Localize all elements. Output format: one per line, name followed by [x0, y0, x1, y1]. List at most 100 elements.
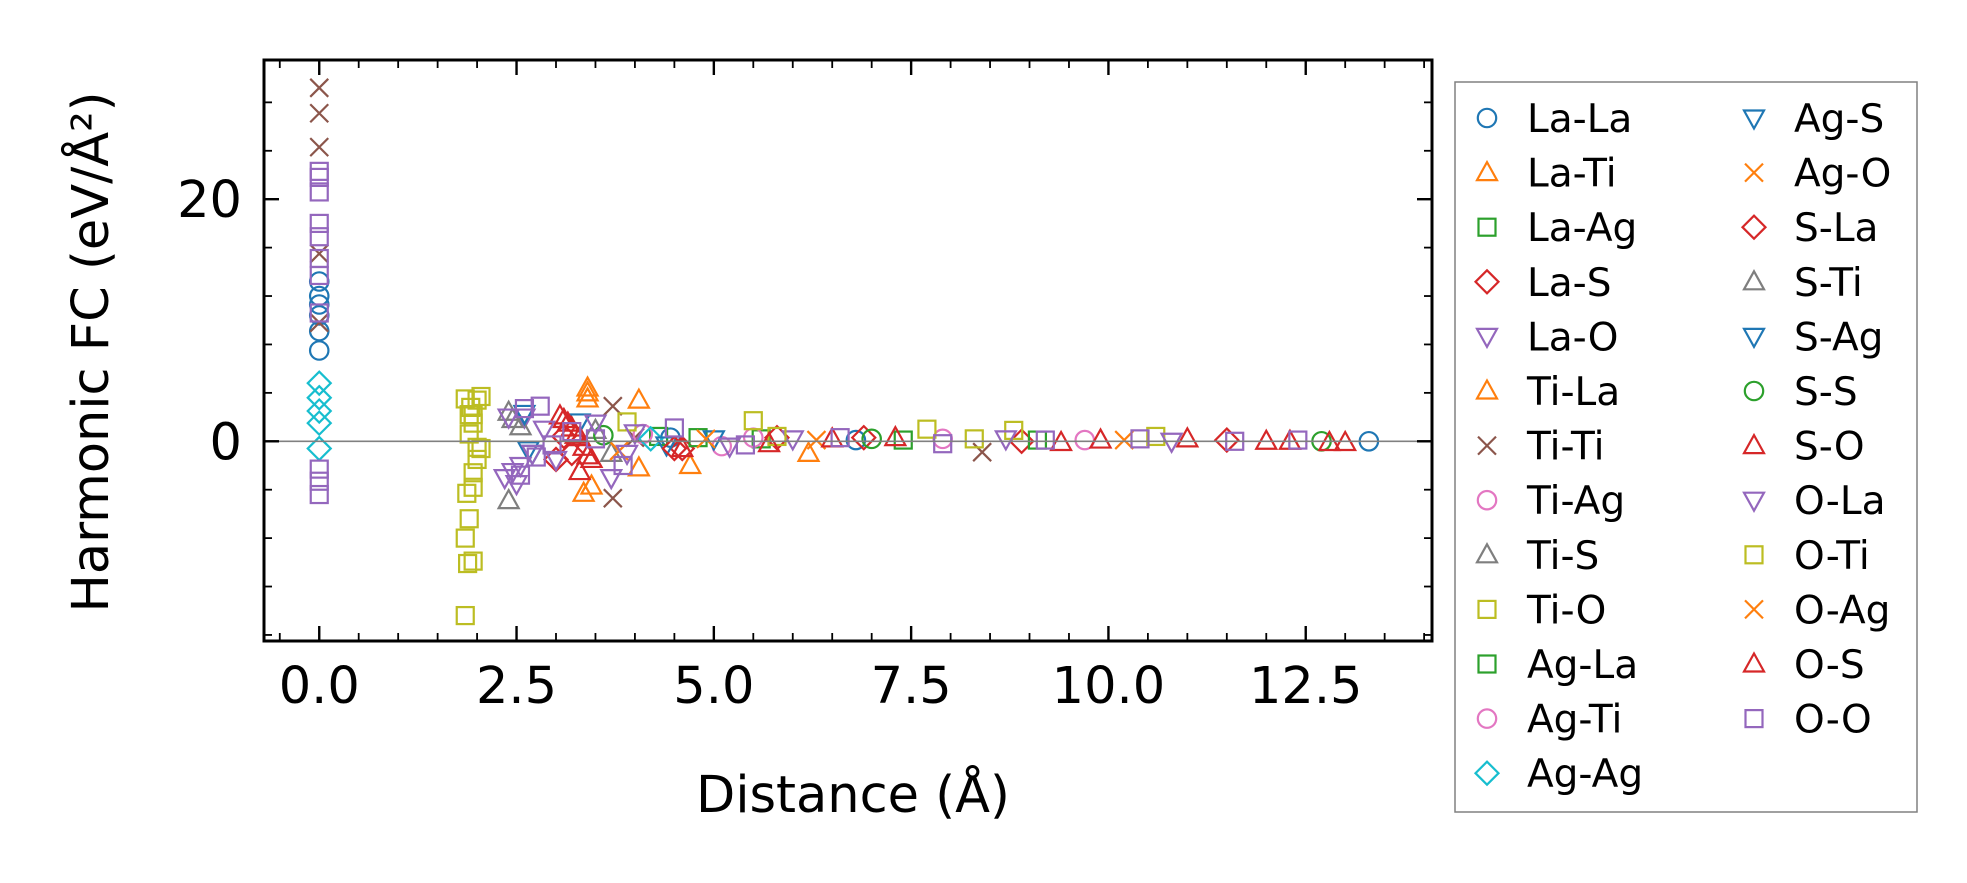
legend-marker-la-la: [1476, 107, 1498, 129]
data-point-o-o: [309, 227, 329, 247]
data-point-s-la: [850, 424, 877, 451]
data-point-ag-ag: [306, 384, 333, 411]
data-point-ti-ti: [972, 442, 992, 462]
data-point-o-o: [735, 435, 756, 455]
data-point-la-la: [308, 340, 330, 361]
legend-entry-o-la: O-La: [1742, 479, 1885, 524]
data-point-o-o: [1288, 430, 1308, 450]
data-point-o-s: [1175, 426, 1200, 448]
series-ti-o: [455, 386, 1166, 626]
legend-label: Ag-S: [1794, 97, 1884, 142]
data-point-ti-la: [626, 455, 651, 477]
data-point-la-ti: [626, 387, 651, 409]
data-point-o-o: [664, 418, 684, 438]
y-axis-ticks: 0 20: [177, 101, 1432, 636]
data-point-ti-s: [508, 413, 533, 436]
data-point-ag-ag: [306, 370, 333, 397]
data-point-o-la: [583, 414, 608, 436]
legend-entry-s-o: S-O: [1742, 425, 1865, 470]
y-tick-label: 20: [177, 171, 242, 230]
legend-marker-ag-ag: [1473, 760, 1501, 787]
legend-label: La-Ti: [1527, 152, 1617, 197]
data-point-o-s: [883, 424, 908, 447]
data-point-ti-ti: [603, 488, 623, 508]
legend-frame: [1454, 81, 1918, 813]
legend-marker-la-s: [1473, 268, 1501, 295]
data-point-ti-o: [457, 483, 477, 503]
legend-label: Ti-La: [1526, 370, 1620, 415]
legend-entry-ti-s: Ti-S: [1475, 534, 1599, 579]
series-o-la: [492, 408, 1184, 491]
legend-entry-la-ag: La-Ag: [1477, 206, 1637, 251]
legend-marker-ti-s: [1475, 542, 1499, 564]
data-point-o-o: [542, 435, 562, 455]
data-point-ag-ag: [306, 410, 333, 437]
data-point-ti-o: [467, 449, 487, 470]
data-point-o-ag: [1114, 430, 1134, 450]
legend-marker-ag-s: [1742, 109, 1766, 131]
legend-label: O-S: [1794, 643, 1865, 688]
legend-label: S-La: [1794, 206, 1878, 251]
legend-entry-la-la: La-La: [1476, 97, 1632, 142]
legend-marker-ag-o: [1744, 162, 1764, 183]
data-point-ti-o: [463, 477, 483, 497]
legend-marker-o-la: [1742, 491, 1766, 513]
x-axis-label: Distance (Å): [696, 763, 1010, 825]
legend-entry-ti-la: Ti-La: [1475, 370, 1620, 415]
data-point-ti-o: [471, 386, 491, 407]
legend-label: O-La: [1794, 479, 1885, 524]
data-point-s-la: [1213, 427, 1240, 454]
legend-entry-ag-o: Ag-O: [1744, 152, 1891, 197]
data-point-o-ti: [463, 551, 483, 571]
data-point-o-o: [1130, 429, 1150, 449]
legend-label: La-La: [1527, 97, 1632, 142]
legend-entry-ti-ti: Ti-Ti: [1477, 425, 1604, 470]
legend-entry-o-ti: O-Ti: [1744, 534, 1870, 579]
data-point-o-la: [623, 424, 647, 446]
data-point-s-o: [670, 435, 695, 458]
data-point-la-o: [504, 475, 529, 497]
legend-entry-o-s: O-S: [1742, 643, 1865, 688]
legend-entry-ag-la: Ag-La: [1477, 643, 1638, 688]
legend-marker-ti-ti: [1477, 435, 1497, 456]
data-point-ag-s: [512, 404, 537, 427]
legend-label: Ag-La: [1527, 643, 1638, 688]
data-point-s-la: [661, 435, 688, 462]
data-point-o-s: [567, 424, 592, 447]
data-point-o-la: [993, 430, 1018, 452]
data-point-o-o: [510, 465, 531, 485]
data-point-o-o: [526, 447, 546, 467]
legend-label: S-S: [1794, 370, 1858, 415]
x-tick-label: 2.5: [476, 657, 557, 716]
legend-marker-ti-la: [1475, 378, 1499, 400]
data-point-o-la: [544, 450, 568, 473]
data-point-o-o: [309, 459, 329, 479]
legend-label: O-O: [1794, 698, 1872, 743]
x-tick-label: 7.5: [871, 657, 952, 716]
data-point-o-la: [532, 420, 557, 442]
data-point-o-o: [830, 428, 850, 448]
data-point-s-o: [567, 458, 592, 481]
data-point-o-o: [562, 421, 582, 442]
data-point-ti-ti: [309, 312, 330, 333]
legend-marker-ag-ti: [1476, 708, 1498, 729]
data-point-ti-o: [463, 463, 483, 483]
legend-items: La-La La-Ti La-Ag La-S La-O Ti-La Ti-Ti Ti-Ag Ti…: [1473, 97, 1891, 797]
data-point-o-o: [309, 303, 329, 323]
legend-marker-o-ag: [1744, 599, 1764, 620]
data-point-o-ti: [964, 429, 984, 449]
data-point-ti-o: [743, 411, 763, 431]
data-point-o-la: [496, 408, 521, 430]
series-la-ti: [571, 375, 821, 502]
x-tick-label: 10.0: [1052, 657, 1166, 716]
legend-label: La-Ag: [1527, 206, 1637, 251]
data-point-o-o: [309, 265, 329, 286]
series-o-o: [309, 161, 1308, 505]
legend-marker-ag-la: [1477, 654, 1497, 674]
data-point-la-ti: [575, 386, 600, 408]
legend-label: S-O: [1794, 425, 1865, 470]
data-point-ti-ti: [309, 103, 330, 124]
data-point-o-o: [309, 213, 329, 234]
data-point-o-o: [514, 399, 535, 419]
